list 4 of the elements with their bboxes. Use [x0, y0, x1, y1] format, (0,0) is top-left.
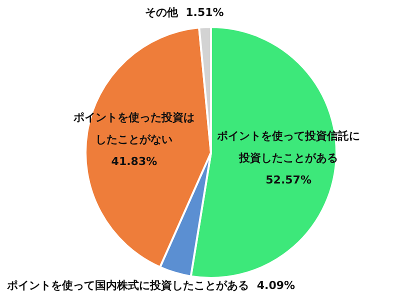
data-label: 41.83%	[111, 154, 158, 168]
slice-label: ポイントを使って国内株式に投資したことがある 4.09%	[6, 279, 296, 292]
data-label: 52.57%	[266, 174, 312, 187]
slice-label: その他 1.51%	[144, 6, 224, 20]
